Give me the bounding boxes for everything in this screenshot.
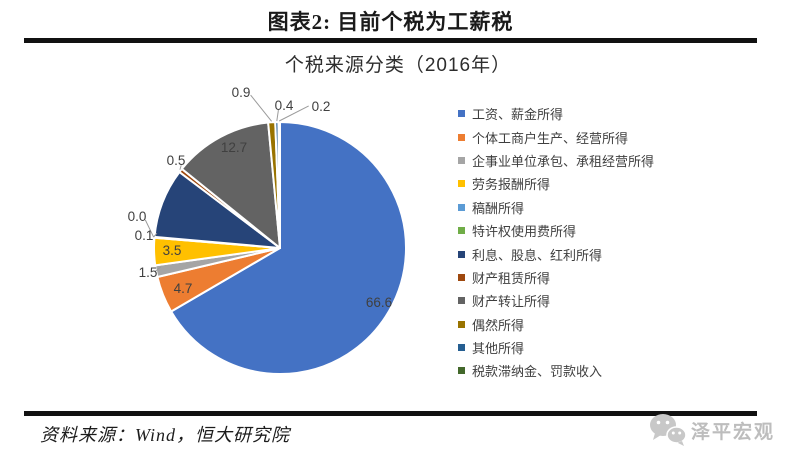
- bottom-rule: [24, 411, 757, 416]
- legend-label: 财产转让所得: [472, 294, 551, 310]
- legend-item: 其他所得: [458, 336, 788, 359]
- legend-item: 财产租赁所得: [458, 266, 788, 289]
- pie-data-label: 0.0: [128, 209, 147, 224]
- legend-swatch: [458, 203, 465, 211]
- pie-data-label: 0.2: [312, 99, 331, 114]
- top-rule: [24, 38, 757, 43]
- legend-label: 特许权使用费所得: [472, 224, 577, 240]
- legend-swatch: [458, 180, 465, 188]
- brand-watermark: 泽平宏观: [648, 412, 775, 448]
- legend-swatch: [458, 297, 465, 305]
- legend-label: 工资、薪金所得: [472, 107, 564, 123]
- pie-data-label: 0.5: [167, 153, 186, 168]
- pie-slice: [170, 121, 407, 375]
- legend-item: 偶然所得: [458, 313, 788, 336]
- pie-data-label: 0.9: [232, 85, 251, 100]
- wechat-icon: [650, 414, 687, 446]
- legend-swatch: [458, 367, 465, 375]
- chart-legend: 工资、薪金所得个体工商户生产、经营所得企事业单位承包、承租经营所得 劳务报酬所得稿…: [458, 102, 788, 383]
- watermark-label: 泽平宏观: [691, 421, 776, 443]
- label-leader-line: [154, 266, 162, 272]
- pie-data-label: 4.7: [174, 281, 193, 296]
- legend-item: 税款滞纳金、罚款收入: [458, 359, 788, 382]
- figure-title: 图表2: 目前个税为工薪税: [267, 10, 514, 34]
- label-leader-line: [179, 165, 182, 170]
- legend-item: 个体工商户生产、经营所得: [458, 125, 788, 148]
- chart-title: 个税来源分类（2016年）: [284, 55, 512, 76]
- legend-label: 稿酬所得: [472, 200, 525, 216]
- pie-data-label: 66.6: [366, 295, 392, 310]
- legend-item: 特许权使用费所得: [458, 219, 788, 242]
- legend-swatch: [458, 227, 465, 235]
- legend-swatch: [458, 344, 465, 352]
- legend-label: 个体工商户生产、经营所得: [472, 130, 629, 146]
- legend-label: 劳务报酬所得: [472, 177, 551, 193]
- legend-swatch: [458, 273, 465, 281]
- legend-swatch: [458, 133, 465, 141]
- pie-data-label: 3.5: [163, 243, 182, 258]
- label-leader-line: [276, 110, 279, 122]
- pie-data-label: 0.4: [275, 98, 294, 113]
- legend-swatch: [458, 110, 465, 118]
- pie-slice: [180, 121, 281, 249]
- legend-swatch: [458, 250, 465, 258]
- legend-label: 税款滞纳金、罚款收入: [472, 364, 603, 380]
- legend-swatch: [458, 156, 465, 164]
- legend-label: 其他所得: [472, 341, 525, 357]
- legend-item: 劳务报酬所得: [458, 172, 788, 195]
- legend-item: 利息、股息、红利所得: [458, 242, 788, 265]
- source-note: 资料来源：Wind，恒大研究院: [40, 425, 291, 445]
- label-leader-line: [278, 105, 309, 122]
- legend-item: 稿酬所得: [458, 196, 788, 219]
- legend-label: 财产租赁所得: [472, 270, 551, 286]
- pie-slice: [277, 121, 281, 249]
- label-leader-line: [250, 94, 272, 122]
- legend-item: 企事业单位承包、承租经营所得: [458, 149, 788, 172]
- legend-label: 利息、股息、红利所得: [472, 247, 603, 263]
- legend-swatch: [458, 320, 465, 328]
- pie-data-label: 1.5: [139, 265, 158, 280]
- legend-label: 偶然所得: [472, 317, 525, 333]
- legend-item: 财产转让所得: [458, 289, 788, 312]
- pie-data-label: 12.7: [221, 140, 247, 155]
- label-leader-line: [153, 232, 158, 238]
- pie-data-label: 0.1: [135, 228, 154, 243]
- label-leader-line: [144, 219, 154, 238]
- legend-item: 工资、薪金所得: [458, 102, 788, 125]
- legend-label: 企事业单位承包、承租经营所得: [472, 153, 655, 169]
